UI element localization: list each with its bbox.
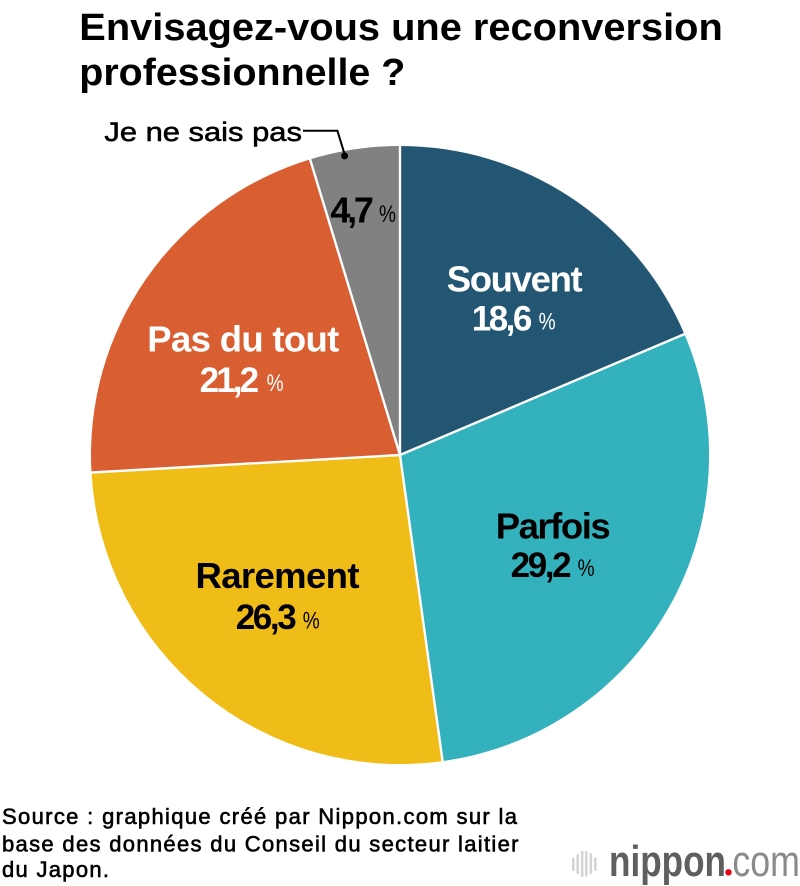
svg-text:%: % [267, 369, 284, 397]
svg-text:du Japon.: du Japon. [2, 857, 109, 882]
svg-text:29,2: 29,2 [511, 546, 572, 585]
svg-text:Envisagez-vous une reconversio: Envisagez-vous une reconversion [79, 7, 723, 49]
svg-text:21,2: 21,2 [200, 361, 260, 400]
svg-text:Pas du tout: Pas du tout [147, 319, 339, 360]
svg-text:%: % [303, 606, 320, 634]
svg-text:Je ne sais pas: Je ne sais pas [104, 117, 302, 147]
svg-text:%: % [379, 199, 396, 227]
svg-text:4,7: 4,7 [330, 189, 374, 230]
svg-text:nippon: nippon [609, 837, 726, 886]
svg-text:com: com [732, 837, 800, 886]
svg-text:Parfois: Parfois [496, 505, 611, 546]
svg-text:Souvent: Souvent [447, 258, 583, 299]
svg-text:Source : graphique créé par Ni: Source : graphique créé par Nippon.com s… [2, 804, 518, 829]
svg-text:base des données du Conseil du: base des données du Conseil du secteur l… [2, 831, 519, 856]
svg-text:18,6: 18,6 [472, 299, 533, 338]
svg-text:%: % [578, 554, 595, 582]
svg-text:professionnelle ?: professionnelle ? [79, 52, 405, 94]
svg-text:Rarement: Rarement [196, 555, 360, 596]
svg-text:26,3: 26,3 [236, 598, 297, 637]
svg-text:%: % [539, 307, 556, 335]
